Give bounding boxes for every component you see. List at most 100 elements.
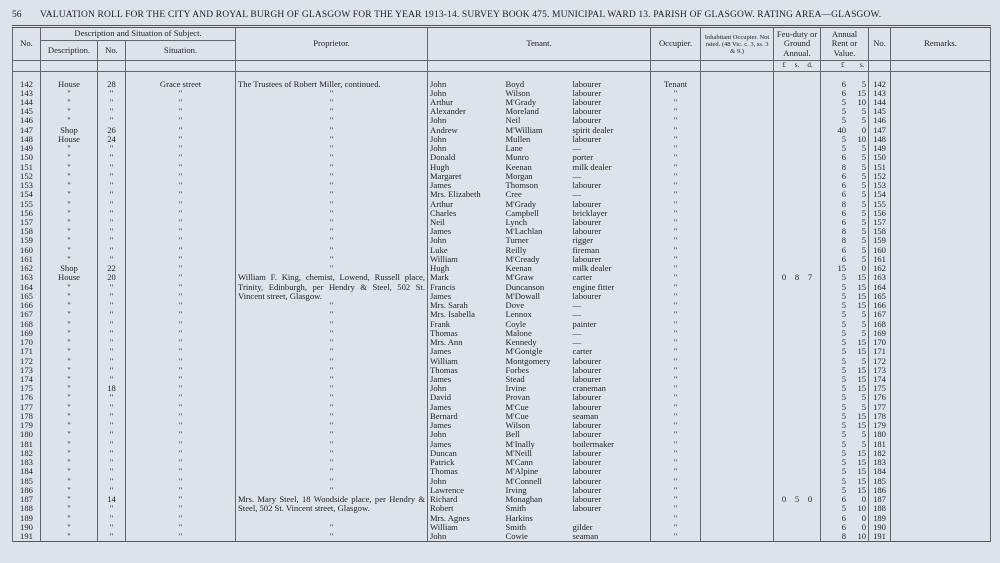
rent-pounds: 5 <box>841 282 847 292</box>
tenant-first: Neil <box>427 218 504 228</box>
description: " <box>40 181 98 191</box>
occupier: " <box>650 430 702 440</box>
description: " <box>40 208 98 219</box>
feu-duty <box>773 531 822 542</box>
occupier: " <box>650 273 702 283</box>
occupier: " <box>650 88 702 98</box>
table-row: 184 " " " " Thomas M'Alpine labourer " 5 15 184 <box>12 467 992 477</box>
tenant-last: Morgan <box>505 171 533 181</box>
occupier: " <box>650 504 702 514</box>
tenant-occupation: boilermaker <box>570 439 652 449</box>
situation: " <box>124 199 237 209</box>
tenant-first: Arthur <box>427 97 504 108</box>
remarks <box>890 458 992 468</box>
feu-duty <box>773 218 822 228</box>
description: " <box>40 301 98 311</box>
description: " <box>40 485 98 496</box>
annual-rent: 5 15 <box>820 375 870 385</box>
house-number: " <box>97 504 126 514</box>
situation: " <box>124 356 237 366</box>
proprietor: " <box>235 144 429 154</box>
table-row: 173 " " " " Thomas Forbes labourer " 5 15 173 <box>12 365 992 375</box>
table-row: 155 " " " " Arthur M'Grady labourer " 8 5 155 <box>12 199 992 209</box>
house-number: " <box>97 218 126 228</box>
occupier: " <box>650 301 702 311</box>
description: " <box>40 375 98 385</box>
table-row: 178 " " " " Bernard M'Cue seaman " 5 15 178 <box>12 411 992 422</box>
annual-rent: 5 15 <box>820 448 870 459</box>
tenant-first: James <box>427 347 504 357</box>
situation: " <box>124 236 237 246</box>
header-cell: Description. <box>40 40 98 61</box>
rent-shillings: 15 <box>857 338 867 348</box>
row-number: 174 <box>12 375 41 385</box>
rent-pounds: 6 <box>841 245 847 255</box>
tenant-first: Patrick <box>427 458 504 468</box>
description: " <box>40 245 98 255</box>
tenant-first: Mrs. Sarah <box>427 301 504 311</box>
tenant-last: Irvine <box>505 384 527 394</box>
rent-pounds: 5 <box>841 384 847 394</box>
occupier: " <box>650 97 702 108</box>
occupier: " <box>650 448 702 459</box>
row-number-right: 174 <box>868 375 892 385</box>
situation: " <box>124 310 237 320</box>
occupier: " <box>650 495 702 505</box>
unit: s. <box>794 61 800 69</box>
row-number: 168 <box>12 319 41 329</box>
proprietor: " <box>235 116 429 126</box>
situation: " <box>124 125 237 135</box>
tenant-occupation: labourer <box>570 375 652 385</box>
rent-shillings: 5 <box>861 310 867 320</box>
annual-rent: 5 15 <box>820 476 870 486</box>
house-number: " <box>97 245 126 255</box>
row-number: 161 <box>12 254 41 265</box>
annual-rent: 40 0 <box>820 125 870 135</box>
feu-duty <box>773 328 822 339</box>
house-number: " <box>97 236 126 246</box>
tenant-occupation: milk dealer <box>570 264 652 274</box>
annual-rent: 8 10 <box>820 531 870 542</box>
rent-pounds: 5 <box>841 347 847 357</box>
tenant-last: M'Lachlan <box>505 227 543 237</box>
tenant-occupation: seaman <box>570 531 652 542</box>
house-number: " <box>97 439 126 449</box>
proprietor: The Trustees of Robert Miller, continued… <box>235 79 429 89</box>
rent-shillings: 5 <box>861 199 867 209</box>
tenant-occupation: — <box>570 328 652 339</box>
rent-shillings: 15 <box>857 421 867 431</box>
row-number-right: 149 <box>868 144 892 154</box>
tenant-last: Smith <box>505 522 527 532</box>
situation: " <box>124 522 237 532</box>
tenant-last: Montgomery <box>505 356 551 366</box>
tenant-first: James <box>427 421 504 431</box>
rent-pounds: 6 <box>841 88 847 98</box>
situation: " <box>124 190 237 200</box>
house-number: " <box>97 522 126 532</box>
feu-duty <box>773 227 822 237</box>
rent-pounds: 5 <box>841 97 847 107</box>
description: " <box>40 88 98 98</box>
inhabitant-cell <box>700 79 775 89</box>
row-number: 181 <box>12 439 41 449</box>
occupier: " <box>650 116 702 126</box>
situation: " <box>124 467 237 477</box>
inhabitant-cell <box>700 107 775 117</box>
tenant-occupation: labourer <box>570 356 652 366</box>
tenant-occupation: labourer <box>570 485 652 496</box>
feu-duty <box>773 116 822 126</box>
feu-duty <box>773 476 822 486</box>
tenant-last: Smith <box>505 504 527 514</box>
tenant-first: Richard <box>427 495 504 505</box>
tenant-occupation: labourer <box>570 393 652 403</box>
row-number: 177 <box>12 402 41 412</box>
feu-duty <box>773 264 822 274</box>
proprietor: " <box>235 162 429 172</box>
feu-duty <box>773 347 822 357</box>
remarks <box>890 504 992 514</box>
